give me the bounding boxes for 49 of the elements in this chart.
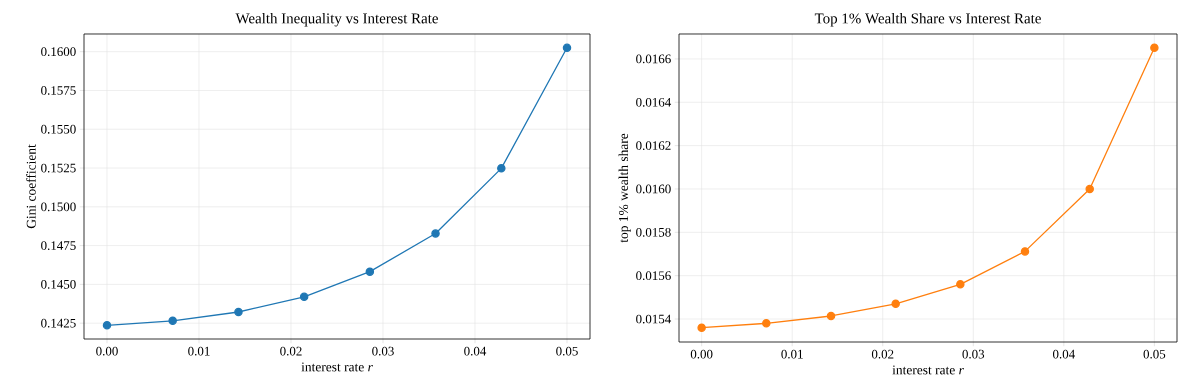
x-tick-label: 0.00 xyxy=(96,346,118,356)
x-axis-title: interest rate r xyxy=(892,365,964,375)
y-tick-label: 0.0158 xyxy=(636,227,671,237)
y-tick-label: 0.0154 xyxy=(636,314,672,324)
point xyxy=(956,280,965,289)
x-tick-label: 0.05 xyxy=(556,346,578,356)
x-tick-label: 0.01 xyxy=(188,346,210,356)
y-tick-label: 0.1500 xyxy=(41,202,76,212)
x-tick-label: 0.03 xyxy=(962,349,985,359)
point xyxy=(1085,184,1094,194)
x-tick-label: 0.04 xyxy=(464,346,487,356)
y-tick-label: 0.0156 xyxy=(636,271,671,281)
y-axis-title: Gini coefficient xyxy=(26,144,36,229)
point xyxy=(891,299,900,309)
y-tick-label: 0.0162 xyxy=(636,141,671,151)
x-tick-label: 0.01 xyxy=(781,349,803,359)
point xyxy=(826,311,836,321)
point xyxy=(762,319,771,328)
chart-title: Wealth Inequality vs Interest Rate xyxy=(235,12,438,27)
point xyxy=(1150,43,1159,52)
y-tick-label: 0.0164 xyxy=(636,97,672,107)
y-tick-label: 0.1475 xyxy=(41,241,76,251)
y-axis-title: top 1% wealth share xyxy=(618,133,631,243)
chart-title: Top 1% Wealth Share vs Interest Rate xyxy=(814,12,1041,27)
point xyxy=(697,323,706,332)
point xyxy=(102,321,112,330)
y-tick-label: 0.1450 xyxy=(41,280,76,289)
point xyxy=(497,164,506,173)
y-tick-label: 0.0160 xyxy=(636,184,671,194)
x-tick-label: 0.05 xyxy=(1143,349,1166,359)
y-tick-label: 0.1425 xyxy=(41,318,76,328)
point xyxy=(234,307,243,317)
y-tick-label: 0.1525 xyxy=(41,163,76,173)
x-tick-label: 0.03 xyxy=(372,346,394,356)
x-tick-label: 0.04 xyxy=(1053,349,1075,359)
y-tick-label: 0.1600 xyxy=(41,47,76,57)
point xyxy=(1020,247,1030,256)
point xyxy=(168,316,177,326)
point xyxy=(299,292,309,302)
y-tick-label: 0.1575 xyxy=(41,86,76,95)
point xyxy=(562,43,572,53)
x-axis-title: interest rate r xyxy=(301,362,373,372)
point xyxy=(431,229,440,238)
point xyxy=(365,267,375,276)
x-tick-label: 0.02 xyxy=(871,349,894,359)
x-tick-label: 0.02 xyxy=(280,346,302,356)
x-tick-label: 0.00 xyxy=(690,349,713,359)
y-tick-label: 0.0166 xyxy=(636,54,671,64)
y-tick-label: 0.1550 xyxy=(41,124,76,134)
